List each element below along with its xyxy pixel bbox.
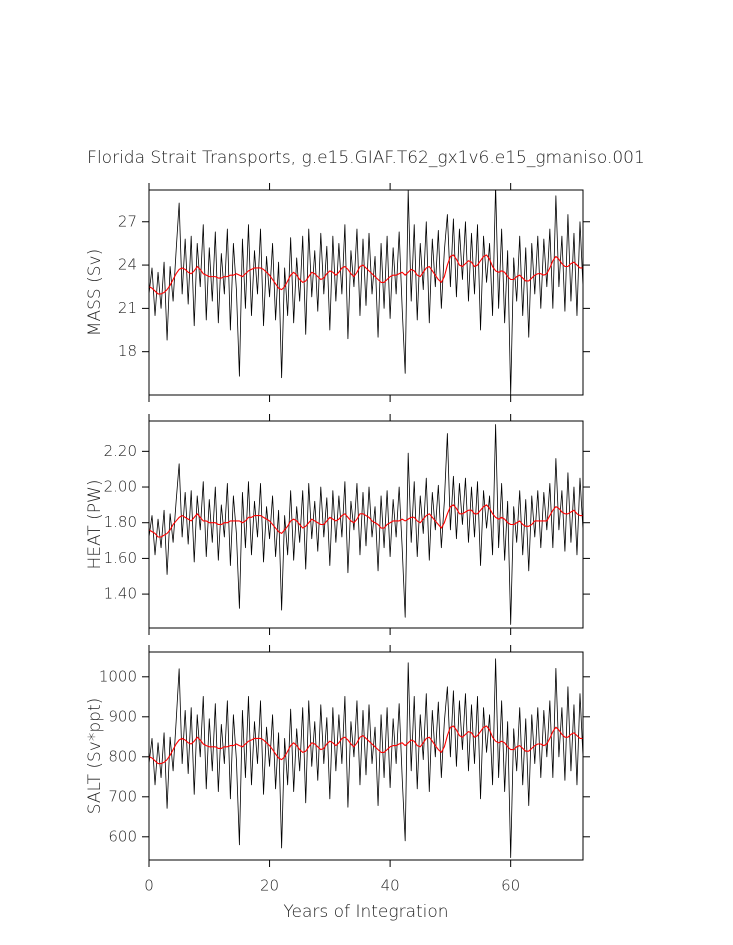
y-tick-label: 2.20 xyxy=(104,442,137,460)
panel-frame xyxy=(148,189,584,396)
y-axis-label: HEAT (PW) xyxy=(85,480,105,570)
y-axis-label: MASS (Sv) xyxy=(85,249,105,336)
y-tick-label: 21 xyxy=(118,299,137,317)
y-tick-label: 900 xyxy=(108,707,137,725)
y-axis-label: SALT (Sv*ppt) xyxy=(85,698,105,815)
smoothed-line xyxy=(149,725,583,765)
y-tick-label: 24 xyxy=(118,256,137,274)
y-tick-label: 700 xyxy=(108,787,137,805)
y-tick-label: 2.00 xyxy=(104,478,137,496)
y-tick-label: 1000 xyxy=(99,667,137,685)
x-tick-label: 60 xyxy=(501,877,520,895)
data-line xyxy=(149,424,583,625)
y-tick-label: 600 xyxy=(108,827,137,845)
y-tick-label: 18 xyxy=(118,342,137,360)
panel-frame xyxy=(148,420,584,629)
x-tick-label: 0 xyxy=(144,877,154,895)
smoothed-line xyxy=(149,504,583,538)
chart-title: Florida Strait Transports, g.e15.GIAF.T6… xyxy=(87,148,645,168)
data-line xyxy=(149,658,583,858)
smoothed-line xyxy=(149,254,583,295)
y-tick-label: 27 xyxy=(118,212,137,230)
y-tick-label: 1.80 xyxy=(104,513,137,531)
y-tick-label: 1.60 xyxy=(104,549,137,567)
x-tick-label: 20 xyxy=(260,877,279,895)
y-tick-label: 1.40 xyxy=(104,585,137,603)
panel-frame xyxy=(148,651,584,861)
x-axis-label: Years of Integration xyxy=(283,902,448,922)
y-tick-label: 800 xyxy=(108,747,137,765)
x-tick-label: 40 xyxy=(381,877,400,895)
data-line xyxy=(149,190,583,395)
